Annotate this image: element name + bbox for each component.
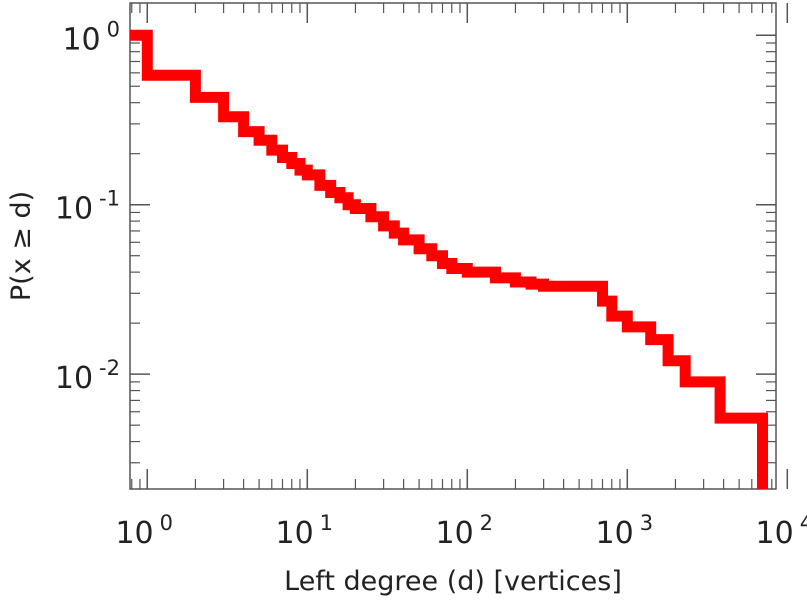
x-tick-label: 10 2	[435, 511, 493, 551]
major-ticks	[130, 3, 789, 489]
tick-base: 10	[596, 516, 634, 551]
minor-ticks	[130, 3, 776, 489]
tick-base: 10	[435, 516, 473, 551]
tick-base: 10	[62, 22, 100, 57]
x-tick-label: 10 4	[756, 511, 807, 551]
tick-base: 10	[55, 192, 93, 227]
tick-exponent: 4	[800, 511, 807, 535]
plot-frame	[129, 2, 777, 490]
y-axis-title: P(x ≥ d)	[6, 191, 37, 301]
x-axis-title: Left degree (d) [vertices]	[284, 566, 622, 597]
tick-exponent: 3	[640, 511, 653, 535]
tick-base: 10	[55, 361, 93, 396]
x-tick-labels: 10 0 10 1 10 2 10 3 10 4	[115, 511, 807, 551]
ccdf-series-line	[130, 29, 768, 489]
x-tick-label: 10 0	[115, 511, 173, 551]
tick-exponent: -2	[99, 356, 120, 380]
tick-base: 10	[275, 516, 313, 551]
tick-exponent: 0	[160, 511, 173, 535]
y-tick-label: 10 0	[62, 17, 120, 57]
series-layer	[130, 29, 768, 489]
tick-base: 10	[756, 516, 794, 551]
tick-exponent: 1	[320, 511, 333, 535]
x-tick-label: 10 1	[275, 511, 333, 551]
x-tick-label: 10 3	[596, 511, 654, 551]
y-tick-label: 10 -2	[55, 356, 120, 396]
tick-exponent: -1	[99, 187, 120, 211]
y-tick-label: 10 -1	[55, 187, 120, 227]
tick-base: 10	[115, 516, 153, 551]
tick-exponent: 0	[107, 17, 120, 41]
tick-exponent: 2	[480, 511, 493, 535]
